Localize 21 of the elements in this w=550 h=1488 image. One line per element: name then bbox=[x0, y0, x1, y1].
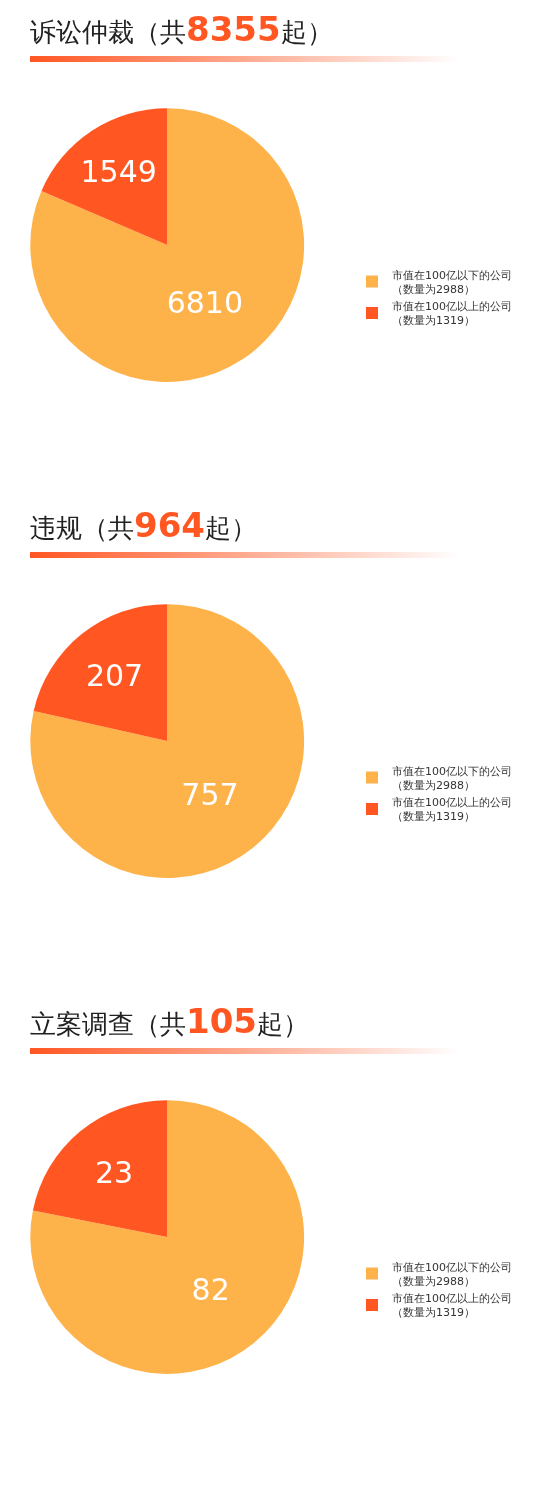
pie-slice bbox=[33, 604, 168, 742]
data-label: 1549 bbox=[80, 153, 157, 189]
data-label: 6810 bbox=[166, 284, 244, 320]
data-label: 757 bbox=[181, 776, 239, 812]
legend-label: 市值在100亿以下的公司（数量为2988） bbox=[392, 268, 512, 296]
legend-label: 市值在100亿以上的公司（数量为1319） bbox=[392, 300, 512, 328]
data-label: 82 bbox=[191, 1272, 230, 1308]
legend-label: 市值在100亿以下的公司（数量为2988） bbox=[392, 1260, 512, 1288]
data-label: 23 bbox=[94, 1154, 134, 1190]
chart-title: 诉讼仲裁（共8355起） bbox=[30, 9, 333, 50]
pie-slice bbox=[30, 1100, 305, 1374]
pie-slice bbox=[32, 1100, 168, 1238]
legend-label: 市值在100亿以下的公司（数量为2988） bbox=[392, 764, 512, 792]
data-label: 207 bbox=[85, 657, 144, 693]
pie-slice bbox=[30, 604, 305, 878]
pie-slice bbox=[30, 108, 305, 382]
legend-label: 市值在100亿以上的公司（数量为1319） bbox=[392, 1292, 512, 1320]
pie-slice bbox=[41, 108, 168, 246]
legend-label: 市值在100亿以上的公司（数量为1319） bbox=[392, 796, 512, 824]
chart-title: 违规（共964起） bbox=[30, 505, 257, 546]
chart-title: 立案调查（共105起） bbox=[30, 1001, 309, 1042]
